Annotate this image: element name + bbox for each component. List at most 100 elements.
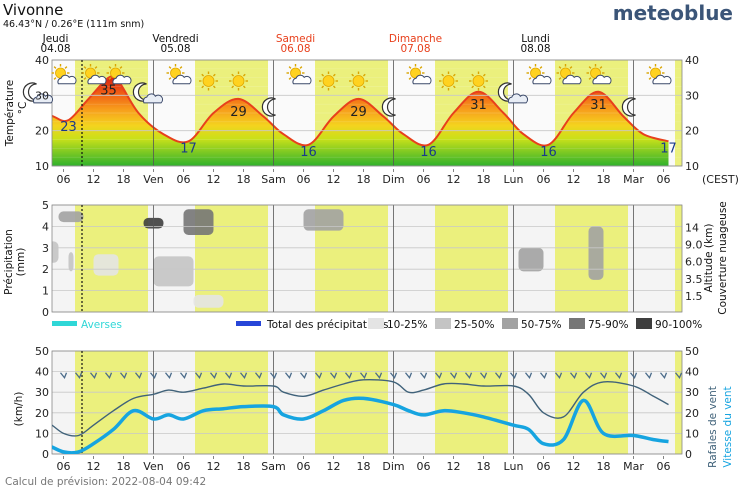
daylight-band bbox=[435, 205, 508, 312]
wind-direction-arrow bbox=[659, 372, 668, 379]
x-tick-label: Lun bbox=[504, 460, 524, 473]
wind-direction-arrow bbox=[539, 372, 548, 379]
sun-ray bbox=[482, 85, 486, 89]
legend-cloud-label: 10-25% bbox=[387, 319, 428, 331]
x-tick-label: 18 bbox=[597, 173, 611, 186]
cloud-cover-block bbox=[518, 247, 544, 272]
partly-cloudy-icon bbox=[106, 64, 132, 85]
wind-direction-arrow bbox=[209, 372, 218, 379]
temperature-value-label: 29 bbox=[350, 105, 367, 120]
wind-direction-arrow bbox=[359, 372, 368, 379]
sun-ray bbox=[212, 73, 216, 77]
y-tick-label-right: 0 bbox=[685, 448, 692, 461]
sun-ray bbox=[408, 66, 412, 69]
sun-disc bbox=[202, 75, 215, 87]
sun-ray bbox=[528, 66, 532, 69]
sun-icon bbox=[349, 71, 368, 91]
y-tick-label: 30 bbox=[35, 89, 49, 102]
x-tick-label: 12 bbox=[327, 173, 341, 186]
x-tick-label: 06 bbox=[537, 460, 551, 473]
day-date: 07.08 bbox=[400, 43, 430, 55]
y-tick-label-right: 30 bbox=[685, 89, 699, 102]
sun-ray bbox=[231, 73, 235, 77]
wind-panel: 0 10 20 30 40 50 0 10 20 30 40 50 06 12 18 Ven 06 12 18 Sam… bbox=[13, 345, 734, 473]
wind-direction-arrow bbox=[554, 372, 563, 379]
cloud-shape bbox=[532, 74, 552, 85]
partly-cloudy-icon bbox=[166, 64, 192, 85]
y-tick-label-right: 10 bbox=[685, 427, 699, 440]
sun-ray bbox=[83, 77, 87, 80]
y-tick-label: 1 bbox=[42, 285, 49, 298]
daylight-band bbox=[315, 351, 388, 454]
partly-cloudy-icon bbox=[51, 64, 77, 85]
y-tick-label-right: 1.5 bbox=[685, 290, 703, 303]
wind-direction-arrow bbox=[74, 372, 83, 379]
sun-ray bbox=[201, 73, 205, 77]
x-tick-label: 06 bbox=[177, 173, 191, 186]
wind-direction-arrow bbox=[374, 372, 383, 379]
cloud-cover-block bbox=[153, 256, 194, 287]
cloud-shape bbox=[32, 93, 54, 104]
x-tick-label: 12 bbox=[447, 460, 461, 473]
temperature-value-label: 16 bbox=[540, 145, 557, 160]
night-cloudy-icon bbox=[22, 82, 54, 104]
sun-disc bbox=[472, 75, 485, 87]
moon-icon bbox=[261, 97, 276, 117]
wind-direction-arrow bbox=[329, 372, 338, 379]
wind-direction-arrow bbox=[194, 372, 203, 379]
x-tick-label: 18 bbox=[357, 460, 371, 473]
temperature-value-label: 23 bbox=[60, 120, 77, 135]
temperature-value-label: 17 bbox=[660, 141, 677, 156]
wind-speed-line bbox=[52, 396, 669, 454]
sun-ray bbox=[108, 66, 112, 69]
wind-direction-arrow bbox=[344, 372, 353, 379]
wind-gusts-line bbox=[52, 379, 669, 437]
x-tick-label: 12 bbox=[447, 173, 461, 186]
wind-direction-arrow bbox=[224, 372, 233, 379]
moon-shape bbox=[261, 97, 276, 117]
cloud-cover-block bbox=[93, 254, 119, 276]
sun-ray bbox=[471, 85, 475, 89]
location-coords: 46.43°N / 0.26°E (111m snm) bbox=[3, 19, 144, 30]
wind-direction-arrow bbox=[299, 372, 308, 379]
legend-cloud-label: 75-90% bbox=[588, 319, 629, 331]
location-title: Vivonne bbox=[3, 1, 63, 19]
x-tick-label: Mar bbox=[623, 173, 644, 186]
x-tick-label: 06 bbox=[657, 460, 671, 473]
cloud-shape bbox=[592, 74, 612, 85]
x-tick-label: 06 bbox=[417, 460, 431, 473]
legend-total-swatch bbox=[236, 321, 261, 326]
forecast-footer: Calcul de prévision: 2022-08-04 09:42 bbox=[5, 476, 206, 488]
cloud-shape bbox=[562, 74, 582, 85]
wind-direction-arrow bbox=[254, 372, 263, 379]
x-tick-label: Dim bbox=[382, 460, 404, 473]
x-tick-label: Sam bbox=[261, 173, 285, 186]
temperature-value-label: 16 bbox=[420, 145, 437, 160]
y-tick-label: 4 bbox=[42, 220, 49, 233]
daylight-band bbox=[75, 351, 148, 454]
x-tick-label: 12 bbox=[327, 460, 341, 473]
sun-ray bbox=[351, 85, 355, 89]
moon-icon bbox=[621, 97, 636, 117]
wind-direction-arrow bbox=[449, 372, 458, 379]
x-tick-label: 18 bbox=[117, 460, 131, 473]
y-tick-label: 0 bbox=[42, 448, 49, 461]
sun-ray bbox=[648, 77, 652, 80]
gusts-axis-title: Rafales de vent bbox=[707, 386, 719, 468]
sun-ray bbox=[588, 66, 592, 69]
sun-ray bbox=[558, 77, 562, 80]
x-tick-label: 18 bbox=[237, 460, 251, 473]
x-tick-label: 18 bbox=[477, 460, 491, 473]
temperature-value-label: 16 bbox=[300, 145, 317, 160]
day-date: 04.08 bbox=[40, 43, 70, 55]
brand-logo: meteoblue bbox=[613, 1, 733, 25]
daylight-band bbox=[675, 351, 682, 454]
x-tick-label: 06 bbox=[657, 173, 671, 186]
legend-cloud-swatch bbox=[368, 318, 384, 329]
sun-icon bbox=[229, 71, 248, 91]
temperature-value-label: 35 bbox=[100, 84, 117, 99]
y-tick-label: 0 bbox=[42, 306, 49, 319]
y-tick-label-right: 40 bbox=[685, 54, 699, 67]
x-tick-label: Ven bbox=[143, 460, 163, 473]
